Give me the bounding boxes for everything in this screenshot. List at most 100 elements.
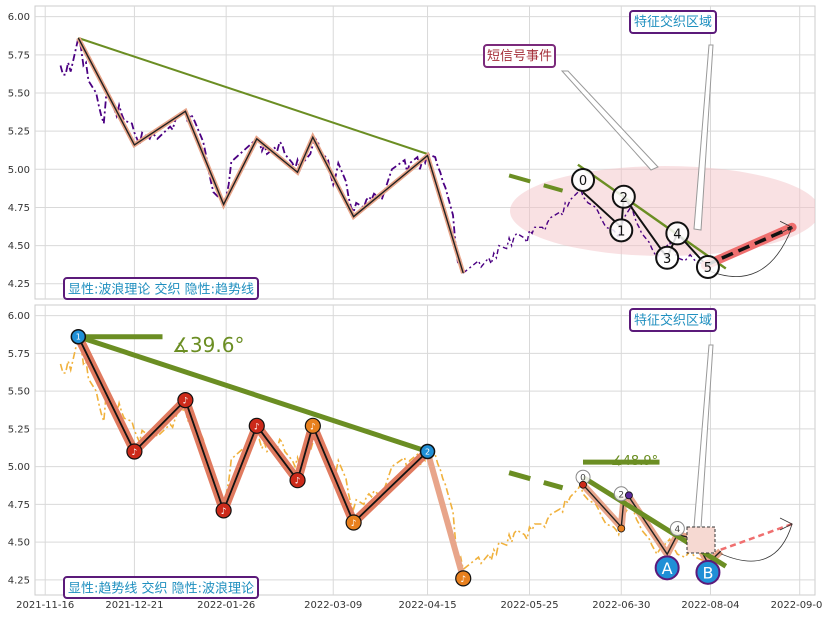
x-tick-label: 2022-06-30: [592, 600, 650, 611]
y-tick-label: 5.00: [8, 462, 30, 473]
wave-note-glyph: ♪: [183, 397, 189, 407]
wave-label-text: 0: [579, 174, 587, 189]
y-tick-label: 4.50: [8, 241, 30, 252]
forecast-arc-bottom: [720, 523, 793, 562]
cross-zone-annotation-bottom: 特征交织区域: [629, 308, 717, 529]
trend-recent: [577, 163, 727, 270]
top-wave-labels: 0 1 2 34 5: [571, 167, 720, 279]
wave-label-circle: [609, 218, 634, 243]
bottom-wave-points: 1 ♪ ♪ ♪ ♪ ♪ ♪ ♪ 2 ♪ 0 2 4 A B: [70, 328, 721, 587]
x-tick-label: 2022-09-08: [771, 600, 822, 611]
wave-label-text: 2: [620, 191, 628, 206]
wave-label-circle: [695, 254, 720, 279]
wave-label-text: 4: [673, 227, 681, 242]
y-tick-label: 6.00: [8, 311, 30, 322]
wave-note-glyph: ♪: [132, 448, 138, 458]
wave-note-marker: [455, 570, 472, 587]
y-tick-label: 4.25: [8, 575, 30, 586]
y-tick-label: 6.00: [8, 12, 30, 23]
y-tick-label: 5.00: [8, 165, 30, 176]
legend-text-top: 显性:波浪理论 交织 隐性:趋势线: [68, 282, 254, 298]
wave-note-marker: [289, 472, 306, 489]
wave-endpoint-marker: [70, 328, 87, 345]
y-tick-label: 5.50: [8, 88, 30, 99]
recent-dot: [617, 524, 626, 533]
point-b-label: B: [702, 563, 713, 582]
y-tick-label: 5.50: [8, 387, 30, 398]
recent-label-4-ring: [669, 521, 685, 537]
cross-zone-label-top: 特征交织区域: [634, 14, 712, 30]
wave-note-glyph: ♪: [460, 575, 466, 585]
y-tick-label: 5.75: [8, 50, 30, 61]
wave-note-glyph: ♪: [351, 519, 357, 529]
trend-line-bottom: [77, 334, 429, 454]
legend-box-bottom: 显性:趋势线 交织 隐性:波浪理论: [63, 576, 259, 599]
point-a-circle: [654, 555, 680, 581]
x-tick-label: 2022-03-09: [304, 600, 362, 611]
wave-endpoint-label: 1: [76, 333, 81, 342]
wave-note-marker: [215, 502, 232, 519]
top-series: [59, 36, 797, 277]
wave-label-text: 5: [704, 261, 712, 276]
point-a-label: A: [662, 559, 673, 578]
x-tick-label: 2022-01-26: [197, 600, 255, 611]
wave-note-marker: [177, 392, 194, 409]
angle-main-label: ∡39.6°: [172, 333, 244, 357]
recent-label-0-text: 0: [580, 474, 586, 484]
y-tick-label: 4.25: [8, 279, 30, 290]
wave-note-marker: [304, 417, 321, 434]
x-tick-label: 2022-08-04: [681, 600, 739, 611]
point-b-circle: [695, 559, 721, 585]
y-tick-label: 4.50: [8, 538, 30, 549]
wave-label-circle: [571, 167, 596, 192]
wave-note-glyph: ♪: [221, 507, 227, 517]
angle-recent-label: ∡48.9°: [611, 454, 658, 469]
wave-label-circle: [611, 184, 636, 209]
y-tick-label: 4.75: [8, 500, 30, 511]
y-tick-label: 5.25: [8, 127, 30, 138]
short-signal-annotation: 短信号事件: [483, 44, 659, 171]
y-tick-label: 5.75: [8, 349, 30, 360]
legend-box-top: 显性:波浪理论 交织 隐性:趋势线: [63, 277, 259, 300]
forecast-line: [704, 225, 793, 268]
wave-label-text: 3: [663, 252, 671, 267]
y-tick-label: 5.25: [8, 424, 30, 435]
x-axis: 2021-11-16 2021-12-21 2022-01-26 2022-03-09…: [16, 600, 822, 611]
wave-note-glyph: ♪: [254, 422, 260, 432]
wave-note-marker: [345, 514, 362, 531]
wave-note-marker: [248, 417, 265, 434]
cross-zone-ellipse: [510, 166, 815, 256]
forecast-bottom: [720, 522, 793, 551]
cross-zone-label-bottom: 特征交织区域: [634, 313, 712, 329]
wave-label-text: 1: [617, 224, 625, 239]
short-signal-label: 短信号事件: [487, 49, 552, 64]
forecast-arrowhead-bottom: [779, 517, 793, 531]
forecast-arrowhead: [779, 220, 793, 234]
wave-note-glyph: ♪: [310, 422, 316, 432]
recent-dot: [579, 480, 587, 489]
recent-label-2-text: 2: [618, 490, 624, 500]
trend-projection: [508, 173, 564, 193]
wave-endpoint-marker: [419, 443, 436, 460]
trend-line: [77, 37, 428, 155]
bottom-y-axis: 6.00 5.75 5.50 5.25 5.00 4.75 4.50 4.25: [8, 311, 30, 586]
wave-label-circle: [665, 221, 690, 246]
x-tick-label: 2022-04-15: [398, 600, 456, 611]
wave-label-circle: [655, 245, 680, 270]
wave-path: [77, 37, 464, 274]
cross-zone-annotation-top: 特征交织区域: [629, 10, 717, 231]
top-y-axis: 6.00 5.75 5.50 5.25 5.00 4.75 4.50 4.25: [8, 12, 30, 290]
legend-text-bottom: 显性:趋势线 交织 隐性:波浪理论: [68, 581, 254, 597]
forecast-arc: [705, 227, 793, 277]
trend-projection-bottom: [508, 470, 564, 491]
short-signal-arrow: [560, 70, 659, 171]
x-tick-label: 2022-05-25: [500, 600, 558, 611]
price-line-bottom: [59, 336, 721, 571]
x-tick-label: 2021-12-21: [105, 600, 163, 611]
recent-label-4-text: 4: [674, 525, 680, 535]
recent-dot: [625, 491, 633, 500]
wave-tail-band: [424, 450, 467, 580]
wave-endpoint-label: 2: [425, 448, 430, 457]
